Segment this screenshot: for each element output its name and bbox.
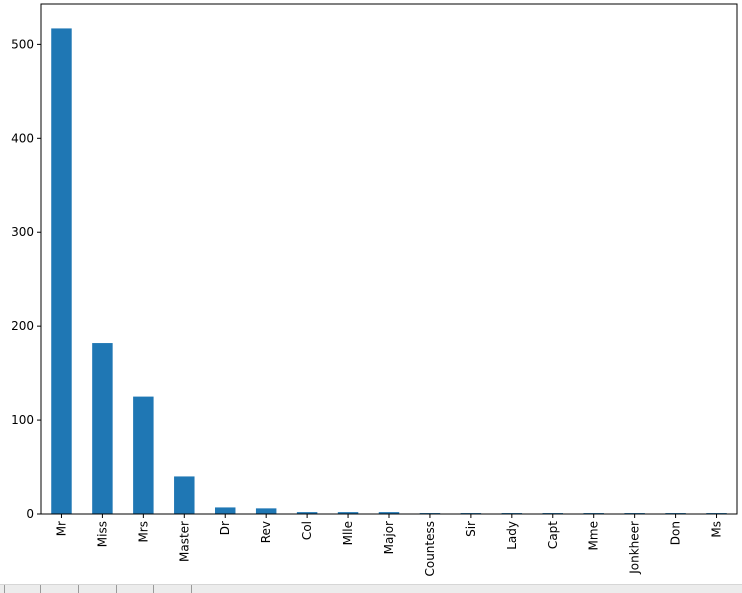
- y-tick-label: 200: [11, 319, 34, 333]
- y-tick-label: 400: [11, 131, 34, 145]
- x-tick-label: Major: [382, 521, 396, 554]
- x-tick-label: Miss: [95, 521, 109, 547]
- x-tick-label: Don: [669, 521, 683, 545]
- y-tick-label: 0: [26, 507, 34, 521]
- x-tick-label: Col: [300, 521, 314, 540]
- x-tick-label: Capt: [546, 521, 560, 549]
- x-tick-label: Mme: [587, 521, 601, 550]
- bar-mlle: [337, 512, 359, 514]
- y-axis: 0 100 200 300 400 500: [11, 37, 41, 521]
- x-tick-label: Ms: [710, 521, 724, 538]
- x-tick-label: Mrs: [136, 521, 150, 543]
- strip-divider: [153, 585, 154, 593]
- x-tick-label: Jonkheer: [628, 521, 642, 575]
- strip-divider: [116, 585, 117, 593]
- bottom-scroll-strip: [0, 584, 742, 593]
- x-tick-label: Master: [177, 521, 191, 562]
- bar-master: [174, 476, 195, 514]
- strip-divider: [191, 585, 192, 593]
- x-tick-label: Countess: [423, 521, 437, 577]
- strip-divider: [4, 585, 5, 593]
- y-tick-label: 300: [11, 225, 34, 239]
- bar-major: [378, 512, 400, 514]
- bars-group: [51, 28, 727, 514]
- bar-col: [296, 512, 318, 514]
- bar-rev: [255, 508, 277, 514]
- bar-dr: [215, 507, 236, 514]
- x-axis: Mr Miss Mrs Master Dr Rev Col Mlle Major Countess…: [54, 514, 724, 577]
- x-tick-label: Mlle: [341, 521, 355, 545]
- plot-frame: [40, 3, 738, 515]
- bar-mr: [51, 28, 72, 514]
- bar-miss: [92, 343, 113, 514]
- x-tick-label: Mr: [54, 521, 68, 536]
- x-tick-label: Sir: [464, 521, 478, 537]
- x-tick-label: Rev: [259, 521, 273, 543]
- x-tick-label: Lady: [505, 521, 519, 550]
- strip-divider: [40, 585, 41, 593]
- y-tick-label: 500: [11, 37, 34, 51]
- x-tick-label: Dr: [218, 521, 232, 535]
- y-tick-label: 100: [11, 413, 34, 427]
- bar-mrs: [133, 396, 154, 514]
- strip-divider: [78, 585, 79, 593]
